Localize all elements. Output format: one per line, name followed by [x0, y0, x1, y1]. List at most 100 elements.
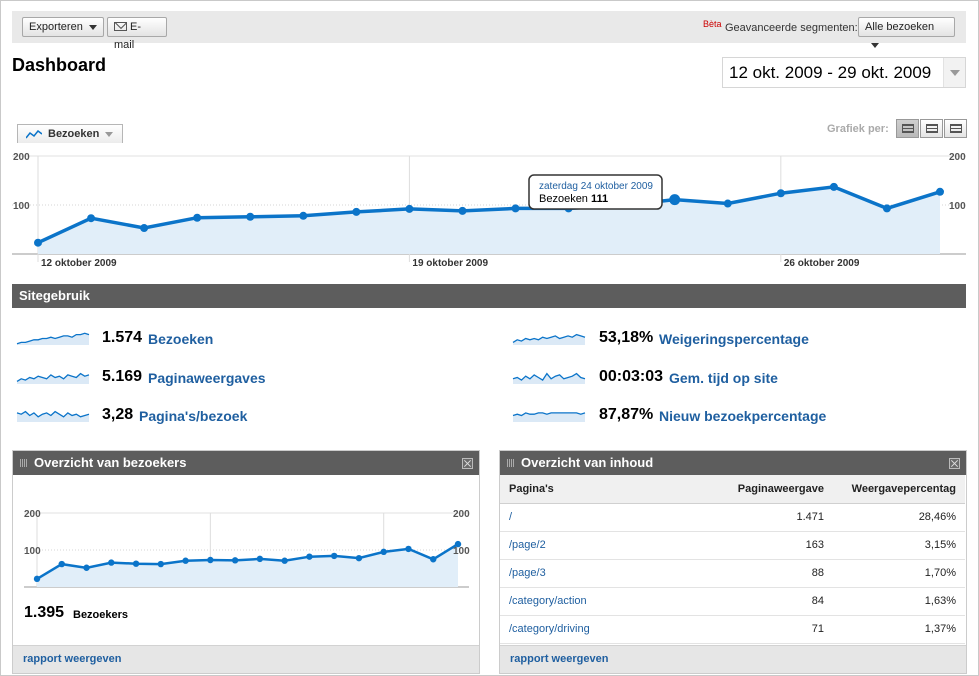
data-point[interactable] [330, 552, 338, 560]
tooltip-date: zaterdag 24 oktober 2009 [539, 181, 653, 192]
stat-label[interactable]: Nieuw bezoekpercentage [659, 408, 827, 424]
content-panel-title: Overzicht van inhoud [521, 455, 654, 470]
visits-chart[interactable]: 200 200 100 100 12 oktober 2009 19 oktober 20… [0, 142, 979, 272]
y-tick-label: 200 [13, 152, 30, 163]
sparkline-icon [16, 372, 90, 384]
data-point[interactable] [193, 213, 202, 222]
drag-handle-icon[interactable] [20, 459, 28, 467]
stat-label[interactable]: Gem. tijd op site [669, 370, 778, 386]
data-point[interactable] [405, 545, 412, 553]
data-point[interactable] [108, 559, 115, 566]
view-day-button[interactable] [896, 119, 919, 138]
chevron-down-icon [105, 132, 113, 137]
page-link[interactable]: /category/driving [500, 615, 720, 644]
data-point[interactable] [355, 554, 363, 562]
page-link[interactable]: /page/2 [500, 531, 720, 560]
data-point[interactable] [87, 214, 96, 223]
data-point[interactable] [829, 182, 838, 191]
chevron-down-icon[interactable] [943, 58, 965, 87]
view-month-button[interactable] [944, 119, 967, 138]
stat-value: 87,87% [599, 406, 654, 423]
visitors-panel-header[interactable]: Overzicht van bezoekers [13, 451, 479, 475]
visitors-chart[interactable]: 200 200 100 100 [13, 507, 479, 607]
data-point[interactable] [669, 194, 681, 206]
stat-label[interactable]: Bezoeken [148, 331, 214, 347]
stat-label[interactable]: Pagina's/bezoek [139, 408, 248, 424]
stat-label[interactable]: Weigeringspercentage [659, 331, 809, 347]
y-tick-label: 100 [13, 201, 30, 212]
data-point[interactable] [306, 553, 313, 560]
export-button[interactable]: Exporteren [22, 17, 104, 37]
sparkline-icon [16, 332, 90, 345]
data-point[interactable] [207, 556, 214, 564]
content-table: Pagina's Paginaweergave Weergavepercenta… [500, 475, 965, 644]
drag-handle-icon[interactable] [507, 459, 515, 467]
content-report-link[interactable]: rapport weergeven [500, 645, 966, 673]
page-link[interactable]: /page/3 [500, 559, 720, 588]
close-icon[interactable] [462, 458, 473, 469]
data-point[interactable] [182, 557, 189, 564]
close-icon[interactable] [949, 458, 960, 469]
data-point[interactable] [352, 207, 361, 216]
data-point[interactable] [246, 212, 255, 221]
table-row: /page/3 88 1,70% [500, 559, 965, 588]
data-point[interactable] [458, 206, 467, 215]
email-label: E-mail [114, 21, 141, 51]
chevron-down-icon [871, 42, 879, 48]
page-link[interactable]: / [500, 503, 720, 532]
data-point[interactable] [58, 560, 65, 568]
stat-value: 53,18% [599, 329, 654, 346]
sparkline-icon [16, 410, 90, 422]
email-button[interactable]: E-mail [107, 17, 167, 51]
data-point[interactable] [157, 560, 165, 568]
visitors-line [36, 543, 459, 580]
beta-badge: Bèta [703, 19, 722, 29]
sparkline-icon [512, 412, 586, 422]
site-usage-header: Sitegebruik [12, 284, 966, 308]
y-tick-label: 200 [453, 509, 470, 520]
stat-value: 00:03:03 [599, 368, 664, 385]
content-panel-header[interactable]: Overzicht van inhoud [500, 451, 966, 475]
tooltip-value: 111 [591, 193, 608, 205]
visitors-report-link[interactable]: rapport weergeven [13, 645, 479, 673]
stat-value: 5.169 [102, 368, 143, 385]
row-views: 84 [720, 587, 833, 616]
column-header-percentage[interactable]: Weergavepercentag [833, 475, 965, 504]
data-point[interactable] [83, 564, 90, 571]
data-point[interactable] [430, 556, 437, 563]
stat-label[interactable]: Paginaweergaves [148, 370, 266, 386]
segments-select[interactable]: Alle bezoeken [858, 17, 955, 48]
svg-text:Bezoeken 111: Bezoeken 111 [539, 193, 608, 205]
column-header-views[interactable]: Paginaweergave [720, 475, 833, 504]
column-header-pages[interactable]: Pagina's [500, 475, 720, 504]
date-range-picker[interactable]: 12 okt. 2009 - 29 okt. 2009 [722, 57, 966, 88]
stat-value: 1.574 [102, 329, 143, 346]
data-point[interactable] [454, 540, 462, 548]
page-link[interactable]: /category/action [500, 587, 720, 616]
metric-label: Bezoeken [48, 128, 100, 140]
row-percentage: 1,63% [833, 587, 965, 616]
segments-value: Alle bezoeken [865, 21, 935, 33]
data-point[interactable] [882, 204, 891, 213]
data-point[interactable] [723, 199, 732, 208]
data-point[interactable] [231, 557, 239, 564]
metric-selector[interactable]: Bezoeken [17, 124, 123, 143]
visits-area [38, 186, 940, 254]
data-point[interactable] [281, 557, 288, 564]
data-point[interactable] [776, 189, 785, 198]
data-point[interactable] [380, 548, 387, 556]
visitors-total: 1.395 [24, 604, 65, 621]
data-point[interactable] [405, 204, 414, 213]
date-range-text: 12 okt. 2009 - 29 okt. 2009 [729, 63, 932, 82]
chart-tooltip: zaterdag 24 oktober 2009 Bezoeken 111 [528, 174, 663, 210]
view-week-button[interactable] [920, 119, 943, 138]
data-point[interactable] [34, 238, 42, 247]
data-point[interactable] [511, 204, 520, 213]
data-point[interactable] [256, 555, 264, 563]
data-point[interactable] [132, 560, 140, 567]
data-point[interactable] [936, 187, 944, 196]
data-point[interactable] [33, 575, 41, 583]
visitors-area [37, 544, 458, 587]
data-point[interactable] [140, 224, 149, 233]
data-point[interactable] [299, 211, 308, 220]
